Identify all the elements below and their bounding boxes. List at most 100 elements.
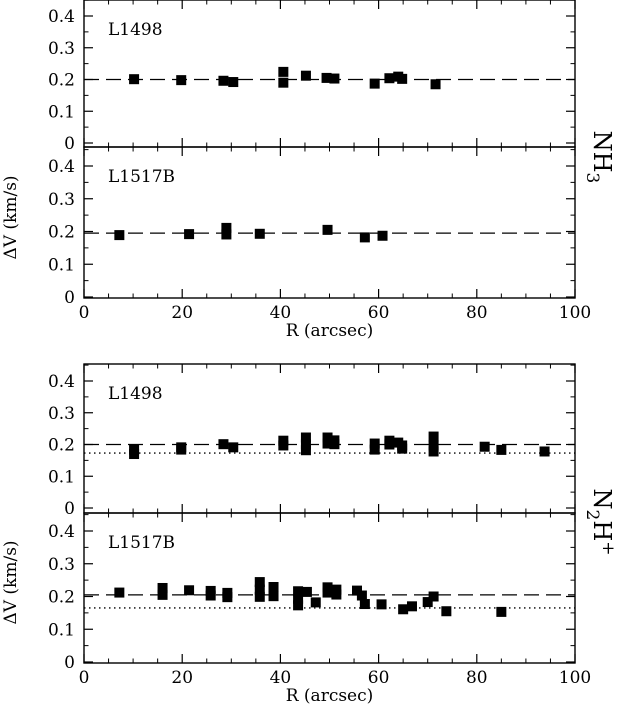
x-tick-label: 100 [559,303,591,323]
panel-label: L1498 [108,384,163,404]
data-point [218,75,229,86]
nh3-subscript: 3 [582,173,602,184]
x-axis-title: R (arcsec) [286,321,374,341]
data-point [222,592,233,603]
data-point [331,589,342,600]
data-point [218,439,229,450]
data-point [129,74,140,85]
data-point [397,443,408,454]
data-point [278,440,289,451]
data-point [376,599,387,610]
data-point [359,232,370,243]
data-point [428,591,439,602]
data-point [268,582,279,593]
data-point [329,73,340,84]
data-point [278,77,289,88]
x-tick-label: 60 [368,668,390,688]
y-tick-label: 0.2 [48,223,75,243]
data-point [254,591,265,602]
data-point [184,585,195,596]
data-point [322,432,333,443]
y-tick-label: 0.2 [48,588,75,608]
y-tick-label: 0.4 [48,372,75,392]
n2h-base-n: N [588,488,616,509]
nh3-base: NH [588,131,616,173]
data-point [310,597,321,608]
data-point [221,222,232,233]
data-point [322,438,333,449]
x-tick-label: 20 [171,303,193,323]
data-point [398,604,409,615]
data-point [228,442,239,453]
data-point [129,449,140,460]
data-point [422,597,433,608]
data-point [293,593,304,604]
data-point [114,230,125,241]
data-point [254,584,265,595]
data-point [301,586,312,597]
y-tick-label: 0.3 [48,404,75,424]
n2h-subscript: 2 [582,509,602,520]
data-point [205,590,216,601]
panel-label: L1498 [108,20,163,40]
data-point [441,606,452,617]
y-tick-label: 0.4 [48,7,75,27]
data-point [184,229,195,240]
data-point [359,599,370,610]
data-point [176,444,187,455]
x-tick-label: 40 [270,303,292,323]
n2h-superscript: + [598,541,618,555]
data-point [176,75,187,86]
data-point [377,230,388,241]
data-point [278,66,289,77]
data-point [157,589,168,600]
molecule-label-nh3: NH3 [582,131,616,184]
y-tick-label: 0 [64,134,75,154]
data-point [329,439,340,450]
data-point [406,601,417,612]
x-tick-label: 0 [79,668,90,688]
data-point [369,78,380,89]
data-point [300,432,311,443]
data-point [369,444,380,455]
x-axis-title: R (arcsec) [286,686,374,706]
y-tick-label: 0.1 [48,102,75,122]
y-axis-title: ΔV (km/s) [1,175,21,259]
y-tick-label: 0 [64,288,75,308]
panel-1: 0 0.1 0.2 0.3 0.4 0 20 40 60 80 100 R (arcsec) ΔV (k… [1,146,591,341]
data-point [397,73,408,84]
data-point [293,600,304,611]
y-tick-label: 0.1 [48,255,75,275]
data-point [479,441,490,452]
y-axis-title: ΔV (km/s) [1,540,21,624]
x-tick-label: 80 [466,303,488,323]
panel-0: 0 0.1 0.2 0.3 0.4 L1498 [48,0,576,154]
panel-label: L1517B [108,167,175,187]
y-tick-label: 0.4 [48,522,75,542]
data-point [268,591,279,602]
data-point [300,439,311,450]
data-point [384,439,395,450]
x-tick-label: 80 [466,668,488,688]
data-point [228,77,239,88]
x-tick-label: 100 [559,668,591,688]
data-point [321,72,332,83]
x-tick-label: 40 [270,668,292,688]
data-point [356,590,367,601]
n2h-base-h: H [588,520,616,541]
x-tick-label: 0 [79,303,90,323]
data-point [293,586,304,597]
data-point [539,446,550,457]
data-point [428,431,439,442]
data-point [157,582,168,593]
y-tick-label: 0.4 [48,157,75,177]
y-tick-label: 0.2 [48,71,75,91]
data-point [384,73,395,84]
y-tick-label: 0.1 [48,620,75,640]
panel-label: L1517B [108,533,175,553]
data-point [254,228,265,239]
data-point [254,577,265,588]
y-tick-label: 0 [64,653,75,673]
y-tick-label: 0 [64,499,75,519]
